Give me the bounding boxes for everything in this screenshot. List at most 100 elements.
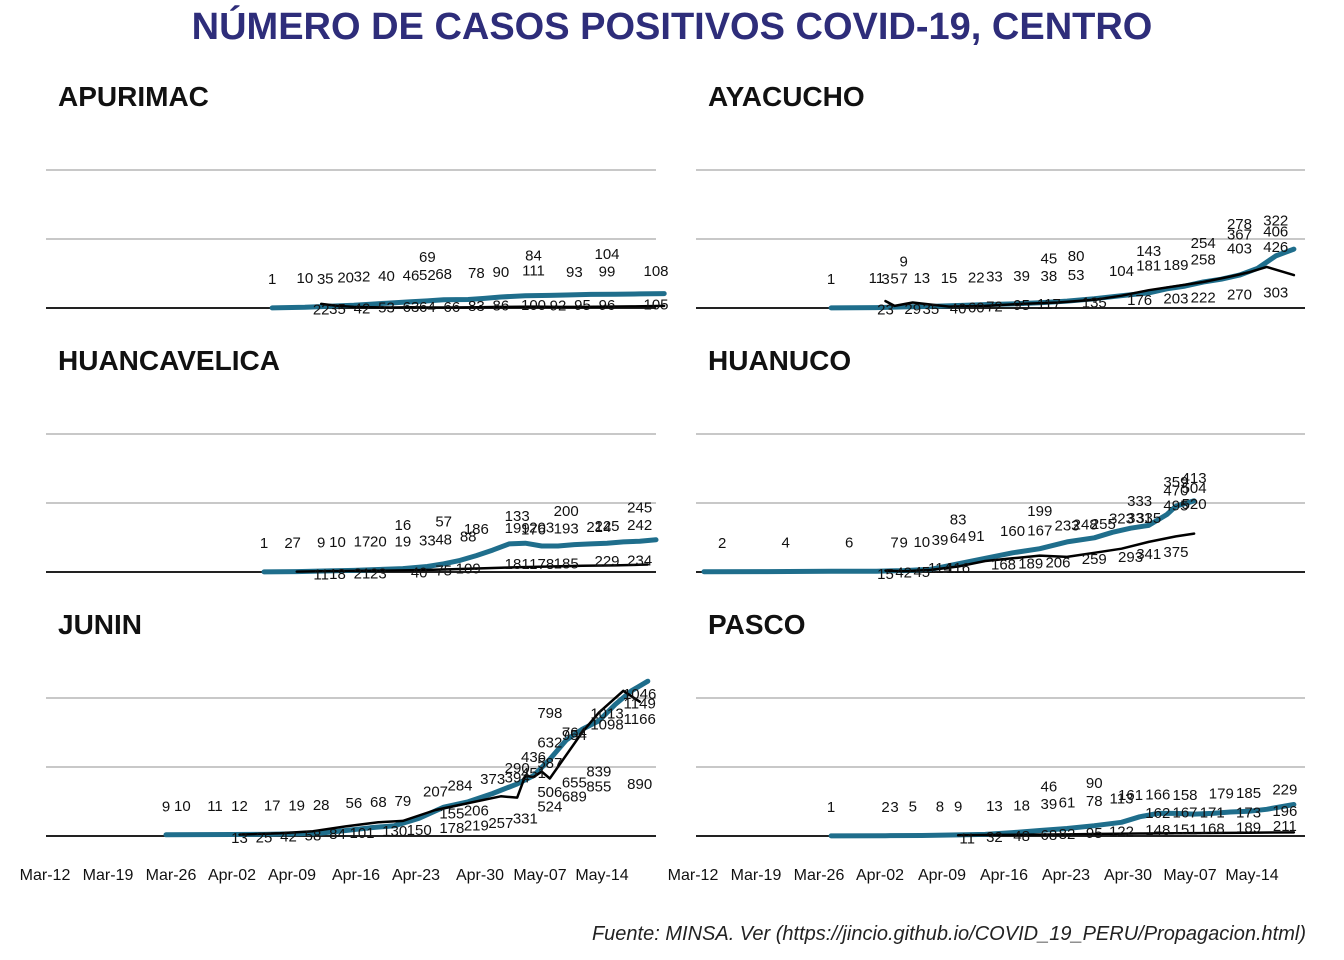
data-label-lower: 375	[1163, 544, 1188, 561]
data-label-upper: 57	[435, 514, 452, 531]
source-note: Fuente: MINSA. Ver (https://jincio.githu…	[591, 923, 1306, 945]
data-label-upper: 80	[1068, 248, 1085, 265]
data-label-lower: 524	[537, 799, 562, 816]
x-tick-label: Apr-16	[980, 867, 1028, 884]
data-label-upper: 113	[1110, 790, 1134, 807]
data-label-lower: 100	[521, 297, 546, 314]
x-tick-label: Apr-02	[208, 867, 256, 884]
data-label-lower: 116	[946, 560, 970, 577]
data-label-upper: 88	[460, 528, 477, 545]
x-tick-label: Mar-19	[731, 867, 782, 884]
data-label-upper: 143	[1136, 243, 1161, 260]
data-label-lower: 66	[443, 299, 460, 316]
data-label-upper: 83	[950, 512, 967, 529]
data-label-lower: 178	[439, 820, 464, 837]
panel-title: JUNIN	[58, 609, 142, 640]
data-label-upper: 69	[419, 249, 436, 266]
x-tick-label: Mar-12	[20, 867, 71, 884]
data-label-upper: 229	[1272, 782, 1297, 799]
data-label-lower: 75	[435, 562, 452, 579]
data-label-upper: 520	[1182, 496, 1207, 513]
data-label-lower: 84	[329, 826, 346, 843]
data-label-upper: 19	[394, 534, 411, 551]
data-label-lower: 270	[1227, 286, 1252, 303]
data-label-upper: 403	[1227, 241, 1252, 258]
data-label-lower: 150	[407, 822, 432, 839]
data-label-upper: 2	[881, 799, 889, 816]
data-label-lower: 162	[1145, 805, 1170, 822]
data-label-lower: 171	[1200, 804, 1225, 821]
x-tick-label: Mar-26	[146, 867, 197, 884]
data-label-lower: 22	[313, 302, 330, 319]
data-label-lower: 42	[280, 828, 297, 845]
data-label-upper: 207	[423, 783, 448, 800]
data-label-upper: 33	[986, 269, 1003, 286]
data-label-lower: 42	[354, 300, 371, 317]
data-label-upper: 13	[986, 798, 1003, 815]
data-label-lower: 83	[468, 298, 485, 315]
data-label-upper: 495	[1163, 498, 1188, 515]
data-label-upper: 53	[1068, 267, 1085, 284]
series-line-daily	[295, 563, 650, 573]
data-label-lower: 32	[986, 829, 1003, 846]
x-tick-label: Apr-16	[332, 867, 380, 884]
x-tick-label: Mar-12	[668, 867, 719, 884]
data-label-lower: 23	[877, 302, 894, 319]
x-tick-label: Mar-26	[794, 867, 845, 884]
data-label-lower: 148	[1145, 822, 1170, 839]
data-label-upper: 9	[162, 798, 170, 815]
data-label-upper: 28	[313, 797, 330, 814]
data-label-lower: 689	[562, 789, 587, 806]
x-tick-label: Apr-30	[1104, 867, 1152, 884]
data-label-upper: 108	[643, 263, 668, 280]
x-tick-label: May-14	[575, 867, 628, 884]
data-label-upper: 111	[522, 263, 545, 280]
data-label-upper: 242	[627, 517, 652, 534]
panel-title: AYACUCHO	[708, 81, 865, 112]
data-label-lower: 101	[349, 825, 374, 842]
data-label-lower: 86	[492, 298, 509, 315]
data-label-upper: 3	[890, 799, 898, 816]
data-label-upper: 5	[890, 271, 898, 288]
data-label-upper: 1166	[624, 711, 656, 728]
data-label-upper: 33	[419, 533, 436, 550]
data-label-lower: 234	[627, 553, 652, 570]
data-label-upper: 56	[345, 795, 362, 812]
data-label-lower: 25	[256, 829, 273, 846]
data-label-upper: 6	[845, 535, 853, 552]
data-label-upper: 1	[260, 535, 268, 552]
data-label-upper: 254	[1191, 235, 1216, 252]
data-label-upper: 17	[354, 534, 371, 551]
data-label-upper: 1	[268, 271, 276, 288]
data-label-upper: 394	[505, 769, 530, 786]
data-label-upper: 20	[337, 269, 354, 286]
data-label-upper: 10	[913, 534, 930, 551]
data-label-upper: 225	[594, 518, 619, 535]
data-label-lower: 211	[1273, 818, 1297, 835]
data-label-lower: 122	[1109, 823, 1134, 840]
series-line-cumulative	[701, 498, 1197, 575]
data-label-lower: 18	[329, 566, 346, 583]
panel-title: HUANUCO	[708, 345, 851, 376]
data-label-lower: 95	[1086, 825, 1103, 842]
data-label-upper: 255	[1091, 516, 1116, 533]
data-label-lower: 63	[403, 299, 420, 316]
series-line-daily	[319, 302, 666, 309]
data-label-upper: 436	[521, 749, 546, 766]
data-label-upper: 45	[1041, 251, 1058, 268]
data-label-lower: 173	[1236, 804, 1261, 821]
data-label-upper: 99	[599, 264, 616, 281]
data-label-upper: 3	[317, 271, 325, 288]
series-line-daily	[956, 831, 1296, 837]
data-label-upper: 12	[231, 798, 248, 815]
data-label-lower: 303	[1263, 284, 1288, 301]
data-label-lower: 293	[1118, 549, 1143, 566]
data-label-upper: 258	[1191, 252, 1216, 269]
data-label-upper: 160	[1000, 523, 1025, 540]
data-label-lower: 58	[305, 827, 322, 844]
data-label-upper: 9	[899, 534, 907, 551]
data-label-upper: 632	[537, 734, 562, 751]
data-label-lower: 29	[904, 301, 921, 318]
